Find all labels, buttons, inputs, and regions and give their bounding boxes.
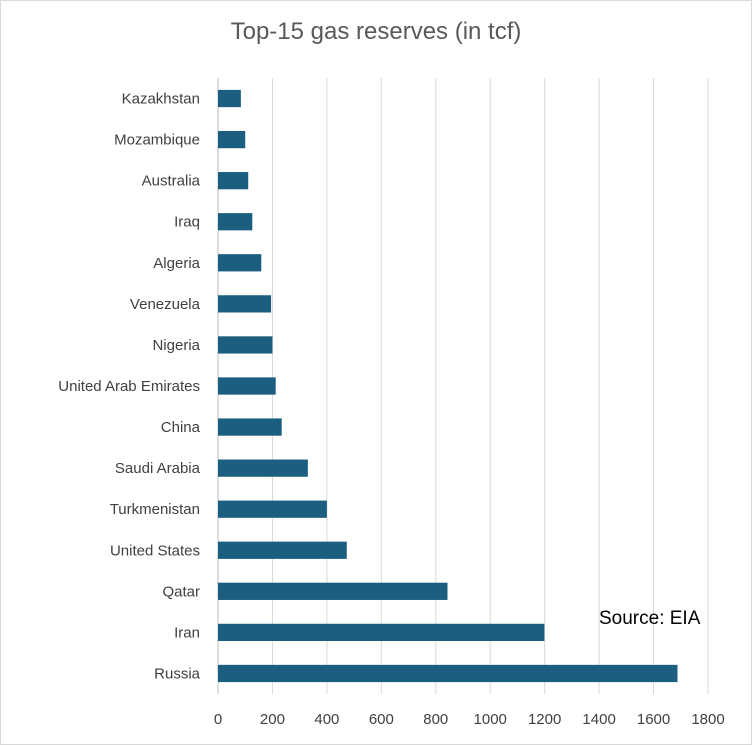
bar-australia <box>218 172 249 190</box>
category-label: Algeria <box>153 255 200 272</box>
category-labels: Russia Iran Qatar United States Turkmenistan… <box>58 91 200 683</box>
bar-russia <box>218 664 678 683</box>
bar-venezuela <box>218 295 272 313</box>
category-label: Qatar <box>162 583 200 600</box>
category-label: China <box>161 419 201 436</box>
x-tick-label: 1000 <box>474 711 507 728</box>
category-label: United Arab Emirates <box>58 378 200 395</box>
source-annotation: Source: EIA <box>599 608 701 629</box>
category-label: Australia <box>142 173 201 190</box>
x-tick-label: 1200 <box>528 711 561 728</box>
x-tick-label: 1600 <box>637 711 670 728</box>
bar-united-states <box>218 541 347 559</box>
category-label: Kazakhstan <box>122 91 200 108</box>
bar-nigeria <box>218 336 273 354</box>
bar-kazakhstan <box>218 89 241 108</box>
category-label: Iraq <box>174 214 200 231</box>
bar-mozambique <box>218 130 246 149</box>
bars <box>218 89 678 683</box>
x-tick-labels: 0 200 400 600 800 1000 1200 1400 1600 1800 <box>214 711 725 728</box>
bar-iran <box>218 623 545 642</box>
gridlines <box>217 78 709 694</box>
bar-turkmenistan <box>218 500 327 518</box>
category-label: Russia <box>154 665 201 682</box>
category-label: Nigeria <box>152 337 200 354</box>
chart-title: Top-15 gas reserves (in tcf) <box>230 18 522 45</box>
bar-united-arab-emirates <box>218 377 276 395</box>
bar-qatar <box>218 582 448 600</box>
category-label: Turkmenistan <box>110 501 200 518</box>
x-tick-label: 400 <box>314 711 339 728</box>
x-tick-label: 800 <box>423 711 448 728</box>
x-tick-label: 1400 <box>582 711 615 728</box>
bar-algeria <box>218 254 262 272</box>
x-tick-label: 1800 <box>691 711 724 728</box>
category-label: Venezuela <box>130 296 201 313</box>
bar-iraq <box>218 213 253 231</box>
category-label: United States <box>110 542 200 559</box>
bar-saudi-arabia <box>218 459 308 477</box>
x-tick-label: 600 <box>369 711 394 728</box>
category-label: Mozambique <box>114 132 200 149</box>
category-label: Iran <box>174 624 200 641</box>
x-tick-label: 200 <box>260 711 285 728</box>
bar-china <box>218 418 282 436</box>
category-label: Saudi Arabia <box>115 460 201 477</box>
x-tick-label: 0 <box>214 711 222 728</box>
